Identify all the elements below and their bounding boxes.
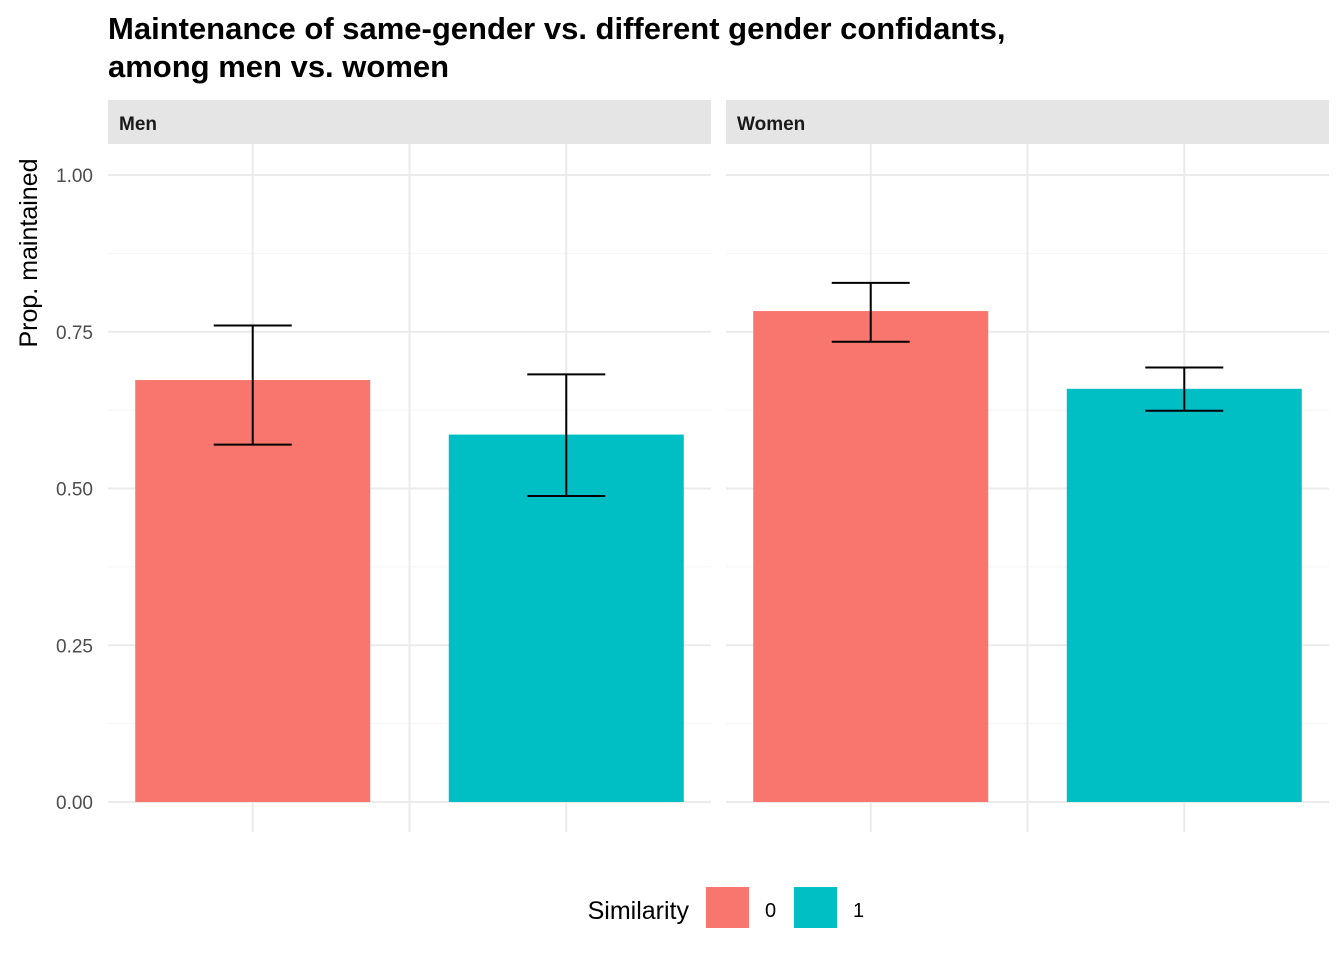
facet-strip-background [726, 100, 1329, 144]
y-axis-title: Prop. maintained [15, 158, 43, 347]
legend-title: Similarity [588, 897, 690, 925]
y-tick-label: 0.25 [56, 636, 93, 657]
error-bar [831, 281, 910, 343]
error-bar [1145, 366, 1224, 412]
legend: Similarity 0 1 [588, 887, 864, 928]
panel-women: Women [726, 100, 1329, 832]
error-bar [213, 324, 292, 446]
y-tick-label: 0.75 [56, 323, 93, 344]
panel-men: Men [108, 100, 711, 832]
facet-strip-background [108, 100, 711, 144]
legend-label-0: 0 [765, 900, 776, 922]
bar-similarity-0 [753, 311, 989, 802]
y-tick-label: 0.50 [56, 480, 93, 501]
facet-strip-label: Men [119, 114, 157, 135]
y-tick-label: 1.00 [56, 166, 93, 187]
legend-key-0 [706, 887, 749, 928]
legend-key-1 [794, 887, 837, 928]
chart-title-line-1: Maintenance of same-gender vs. different… [108, 11, 1006, 46]
facet-strip-label: Women [737, 114, 805, 135]
error-bar [527, 373, 606, 498]
chart-title-line-2: among men vs. women [108, 49, 450, 84]
legend-label-1: 1 [853, 900, 864, 922]
y-tick-label: 0.00 [56, 793, 93, 814]
bar-similarity-0 [135, 380, 371, 802]
chart-title: Maintenance of same-gender vs. different… [108, 10, 1005, 86]
bar-similarity-1 [1066, 388, 1302, 802]
